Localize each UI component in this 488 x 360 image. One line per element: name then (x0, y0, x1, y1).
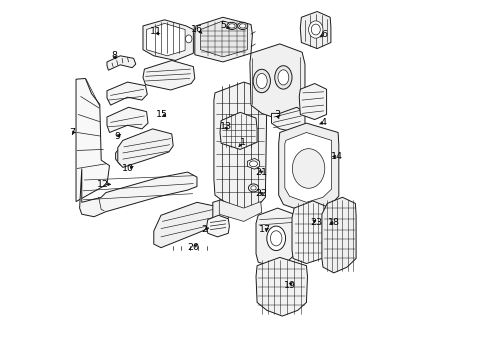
Polygon shape (212, 200, 228, 226)
Ellipse shape (237, 22, 247, 30)
Polygon shape (153, 202, 215, 248)
Polygon shape (271, 107, 305, 132)
Ellipse shape (253, 69, 270, 93)
Polygon shape (321, 197, 355, 273)
Text: 11: 11 (150, 27, 162, 36)
Polygon shape (142, 20, 193, 60)
Polygon shape (146, 23, 185, 56)
Text: 13: 13 (219, 122, 231, 131)
Ellipse shape (277, 70, 288, 85)
Polygon shape (118, 129, 173, 167)
Text: 22: 22 (255, 189, 267, 198)
Text: 14: 14 (331, 152, 343, 161)
Text: 9: 9 (115, 132, 121, 140)
Polygon shape (278, 123, 338, 212)
Ellipse shape (226, 22, 237, 30)
Text: 8: 8 (111, 51, 117, 60)
Polygon shape (299, 84, 326, 120)
Ellipse shape (292, 149, 324, 188)
Text: 15: 15 (156, 110, 168, 119)
Text: 23: 23 (310, 218, 322, 227)
Polygon shape (256, 208, 295, 267)
Polygon shape (256, 257, 307, 316)
Ellipse shape (185, 35, 192, 43)
Polygon shape (249, 44, 305, 120)
Text: 21: 21 (255, 167, 267, 176)
Polygon shape (213, 82, 266, 212)
Polygon shape (76, 78, 109, 202)
Text: 18: 18 (327, 218, 339, 227)
Ellipse shape (228, 24, 235, 28)
Polygon shape (247, 158, 259, 169)
Polygon shape (107, 107, 148, 132)
Polygon shape (206, 215, 229, 237)
Polygon shape (142, 60, 194, 90)
Polygon shape (219, 200, 261, 221)
Text: 5: 5 (220, 21, 225, 30)
Polygon shape (284, 132, 331, 202)
Ellipse shape (256, 73, 266, 89)
Text: 3: 3 (273, 110, 280, 119)
Polygon shape (80, 168, 197, 217)
Text: 19: 19 (283, 281, 295, 289)
Ellipse shape (311, 24, 320, 35)
Ellipse shape (308, 21, 322, 38)
Polygon shape (115, 136, 167, 165)
Ellipse shape (249, 161, 257, 167)
Polygon shape (291, 201, 331, 264)
Text: 10: 10 (121, 164, 133, 173)
Polygon shape (300, 12, 330, 49)
Text: 2: 2 (201, 225, 207, 234)
Polygon shape (107, 56, 136, 70)
Ellipse shape (270, 231, 282, 246)
Ellipse shape (250, 186, 256, 190)
Polygon shape (194, 17, 252, 62)
Text: 17: 17 (259, 225, 271, 234)
Text: 12: 12 (97, 180, 109, 189)
Polygon shape (107, 82, 147, 105)
Ellipse shape (239, 24, 245, 28)
Ellipse shape (248, 184, 258, 192)
Polygon shape (220, 112, 257, 149)
Ellipse shape (266, 226, 285, 251)
Ellipse shape (274, 66, 291, 89)
Text: 16: 16 (191, 25, 203, 34)
Text: 4: 4 (320, 118, 326, 127)
Polygon shape (200, 21, 247, 57)
Text: 20: 20 (187, 243, 199, 252)
Text: 6: 6 (321, 30, 327, 39)
Text: 1: 1 (239, 138, 245, 147)
Text: 7: 7 (69, 128, 75, 137)
